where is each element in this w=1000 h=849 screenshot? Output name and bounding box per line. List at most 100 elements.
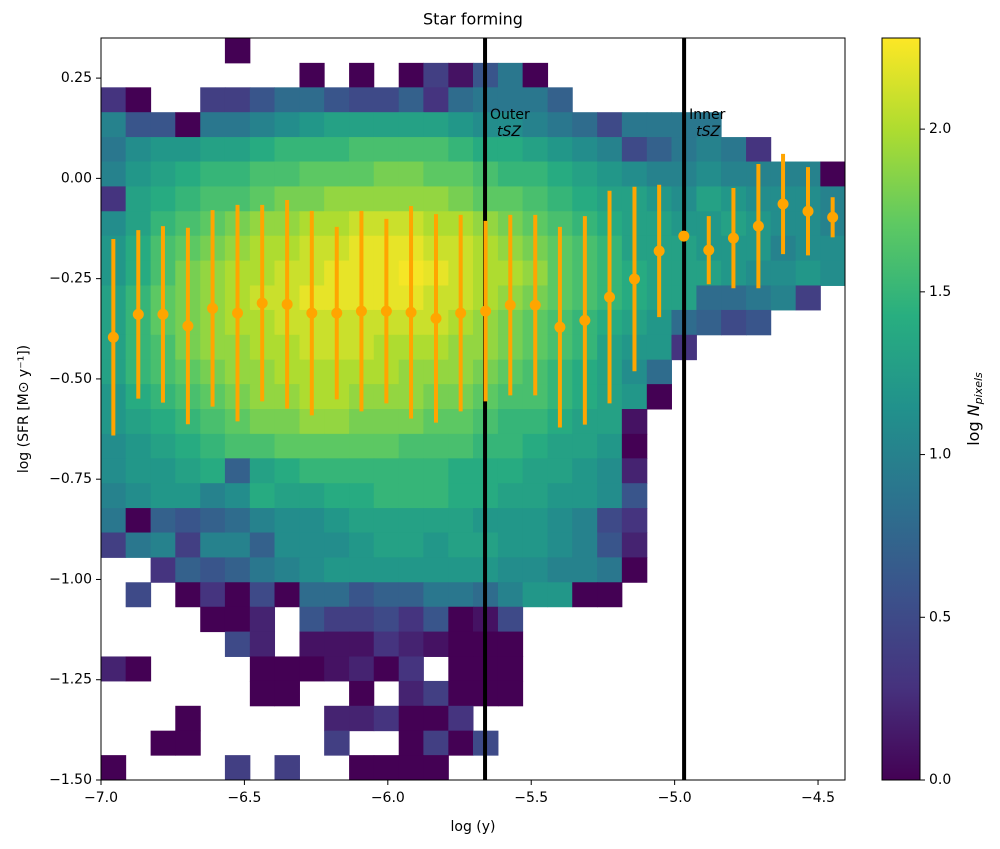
heatmap-cell: [423, 582, 449, 608]
heatmap-cell: [398, 62, 424, 88]
heatmap-cell: [398, 755, 424, 781]
heatmap-cell: [349, 508, 375, 534]
heatmap-cell: [696, 186, 722, 212]
heatmap-cell: [448, 112, 474, 138]
heatmap-cell: [497, 557, 524, 583]
mean-point: [232, 307, 244, 319]
colorbar: [881, 37, 921, 781]
heatmap-cell: [224, 483, 251, 509]
heatmap-cell: [373, 705, 400, 732]
heatmap-cell: [274, 458, 300, 484]
heatmap-cell: [373, 755, 400, 781]
mean-point: [355, 305, 367, 317]
heatmap-cell: [522, 161, 549, 187]
heatmap-cell: [820, 235, 846, 262]
heatmap-cell: [373, 483, 400, 509]
heatmap-cell: [324, 582, 350, 608]
heatmap-cell: [398, 112, 424, 138]
heatmap-cell: [721, 285, 747, 311]
heatmap-cell: [646, 334, 672, 361]
heatmap-cell: [497, 582, 524, 608]
heatmap-cell: [349, 87, 375, 113]
heatmap-cell: [249, 582, 276, 608]
mean-point: [802, 205, 814, 217]
heatmap-cell: [101, 483, 127, 509]
heatmap-cell: [373, 631, 400, 657]
heatmap-cell: [299, 508, 325, 534]
heatmap-cell: [423, 62, 449, 88]
heatmap-cell: [597, 409, 623, 435]
heatmap-cell: [522, 582, 549, 608]
heatmap-cell: [101, 186, 127, 212]
heatmap-cell: [746, 285, 772, 311]
heatmap-cell: [249, 87, 276, 113]
heatmap-cell: [299, 606, 325, 633]
y-tick-label: 0.00: [61, 170, 92, 186]
heatmap-cell: [125, 87, 152, 113]
heatmap-cell: [448, 409, 474, 435]
heatmap-cell: [299, 631, 325, 657]
heatmap-cell: [448, 656, 474, 682]
heatmap-cell: [646, 384, 672, 410]
heatmap-cell: [125, 532, 152, 558]
heatmap-cell: [448, 606, 474, 633]
heatmap-cell: [224, 87, 251, 113]
heatmap-cell: [274, 680, 300, 707]
heatmap-cell: [621, 161, 648, 187]
heatmap-cell: [373, 656, 400, 682]
heatmap-cell: [572, 433, 598, 459]
heatmap-cell: [497, 508, 524, 534]
heatmap-cell: [200, 557, 226, 583]
heatmap-cell: [621, 458, 648, 484]
heatmap-cell: [224, 606, 251, 633]
heatmap-cell: [646, 137, 672, 163]
mean-point: [331, 307, 343, 319]
mean-point: [430, 312, 442, 324]
heatmap-cell: [547, 532, 573, 558]
heatmap-cell: [547, 433, 573, 459]
heatmap-cell: [175, 705, 201, 732]
heatmap-cell: [621, 137, 648, 163]
heatmap-cell: [696, 285, 722, 311]
heatmap-cell: [175, 433, 201, 459]
heatmap-cell: [547, 508, 573, 534]
heatmap-cell: [349, 186, 375, 212]
heatmap-cell: [274, 137, 300, 163]
mean-point: [529, 299, 541, 311]
heatmap-cell: [597, 433, 623, 459]
heatmap-cell: [423, 532, 449, 558]
heatmap-cell: [770, 285, 797, 311]
heatmap-cell: [249, 606, 276, 633]
mean-point: [604, 291, 616, 303]
heatmap-cell: [349, 631, 375, 657]
mean-point: [504, 299, 516, 311]
heatmap-cell: [497, 606, 524, 633]
heatmap-cell: [249, 508, 276, 534]
heatmap-cell: [597, 557, 623, 583]
heatmap-cell: [249, 631, 276, 657]
heatmap-cell: [349, 606, 375, 633]
mean-point: [306, 307, 318, 319]
heatmap-cell: [349, 433, 375, 459]
heatmap-cell: [621, 483, 648, 509]
heatmap-cell: [795, 260, 821, 286]
heatmap-cell: [299, 137, 325, 163]
heatmap-cell: [175, 532, 201, 558]
heatmap-cell: [324, 433, 350, 459]
y-tick-label: −1.00: [49, 571, 92, 587]
heatmap-cell: [373, 137, 400, 163]
heatmap-cell: [423, 458, 449, 484]
heatmap-cell: [497, 137, 524, 163]
y-tick-label: −1.25: [49, 672, 92, 688]
heatmap-cell: [373, 87, 400, 113]
heatmap-cell: [547, 582, 573, 608]
heatmap-cell: [150, 112, 176, 138]
heatmap-cell: [820, 260, 846, 286]
heatmap-cell: [101, 532, 127, 558]
heatmap-cell: [200, 483, 226, 509]
heatmap-cell: [423, 161, 449, 187]
heatmap-cell: [522, 483, 549, 509]
heatmap-cell: [249, 112, 276, 138]
x-tick-label: −5.0: [658, 790, 692, 806]
heatmap-cell: [101, 87, 127, 113]
